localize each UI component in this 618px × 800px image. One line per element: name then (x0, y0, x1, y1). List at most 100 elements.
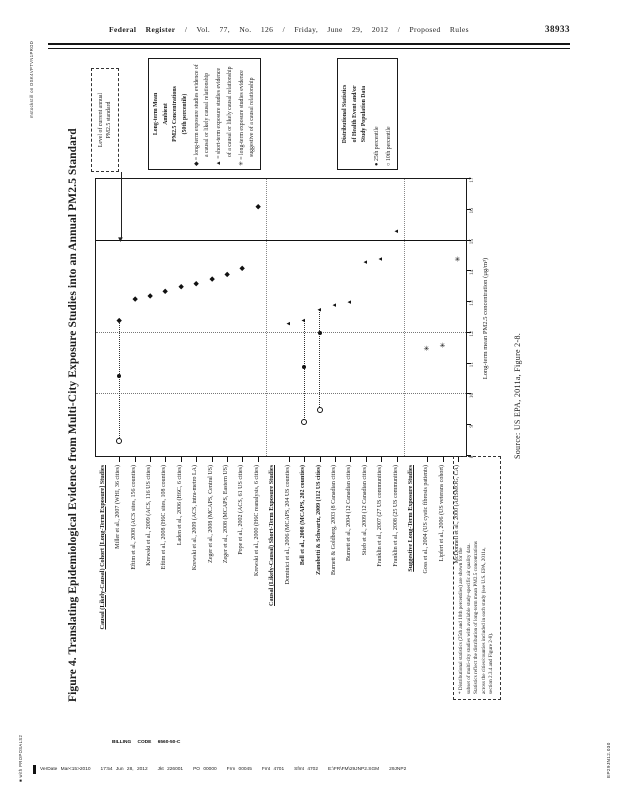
axis-tick-label: 16 (469, 208, 475, 214)
gridline (96, 393, 466, 395)
source-caption: Source: US EPA, 2011a, Figure 2-8. (513, 332, 522, 459)
margin-stamp-bottom: ■ with PROPOSALS2 (18, 734, 23, 782)
stats-legend-header: Distributional Statistics (342, 84, 348, 144)
mean-marker: ▲ (316, 306, 323, 313)
row-tick (350, 457, 352, 462)
study-labels: Causal (Likely-Causal) Cohort [Long-Term… (95, 465, 465, 712)
axis-tick-label: 17 (469, 177, 475, 183)
current-standard-arrow: ◀ (118, 172, 124, 242)
study-label: Lipfert et al., 2006 (US veterans cohort… (438, 465, 445, 562)
study-label: Eftim et al., 2008 (H6C sites, 108 count… (161, 465, 168, 570)
journal-name: Federal Register (109, 25, 176, 34)
mean-marker: ▲ (285, 320, 292, 327)
figure-4: Figure 4. Translating Epidemiological Ev… (55, 54, 560, 712)
row-tick (334, 457, 336, 462)
reference-line (96, 239, 466, 242)
symbol-legend-header: Ambient (162, 103, 169, 125)
symbol-legend-header: (50th percentile) (181, 93, 188, 135)
triangle-icon: ▲ (216, 160, 223, 166)
study-label: Burnett et al., 2004 (12 Canadian cities… (346, 465, 353, 561)
study-label: Stieb et al., 2009 (12 Canadian cities) (361, 465, 368, 556)
row-tick (365, 457, 367, 462)
mean-marker: ◆ (176, 284, 185, 290)
row-tick (396, 457, 398, 462)
group-separator (404, 179, 406, 456)
mean-marker: ◆ (192, 280, 201, 287)
legend-entry: ● 25th percentile (372, 62, 382, 166)
study-label: Franklin et al., 2008 (25 US communities… (392, 465, 399, 567)
legend-entry: ✳ = long-term exposure studies evidence … (237, 62, 257, 166)
mean-marker: ◆ (130, 296, 139, 302)
p25-dot (117, 373, 122, 378)
study-label: Bell et al., 2008 (MCAPS, 202 counties) (300, 465, 307, 566)
figure-title: Figure 4. Translating Epidemiological Ev… (67, 128, 79, 702)
note-line: * Distributional statistics (25th and 10… (458, 547, 464, 694)
axis-tick-label: 12 (469, 331, 475, 337)
whisker-line (118, 320, 120, 441)
mean-marker: ✳ (423, 345, 432, 352)
study-label: Zeger et al., 2008 (MCAPS, Eastern US) (223, 465, 230, 564)
whisker-line (319, 309, 321, 410)
study-label: Dominici et al., 2006 (MCAPS, 204 US cou… (284, 465, 291, 585)
note-line: section 2.3.4 and Figure 2-8). (488, 632, 495, 694)
mean-marker: ▲ (378, 256, 385, 263)
row-tick (427, 457, 429, 462)
legend-entry: ◆ = long-term exposure studies evidence … (192, 62, 212, 166)
mean-marker: ▲ (301, 317, 308, 324)
mean-marker: ◆ (145, 293, 154, 299)
symbol-legend-header: Long-term Mean (153, 92, 159, 136)
billing-code: BILLING CODE 6560-50-C (112, 740, 181, 745)
p25-dot (317, 330, 322, 335)
diamond-icon: ◆ (194, 161, 200, 166)
page-number: 38933 (545, 24, 570, 34)
study-label: Laden et al., 2006 (H6C, 6 cities) (176, 465, 183, 546)
p10-circle (301, 419, 308, 426)
axis-tick-label: 11 (469, 362, 475, 368)
study-label: Goss et al., 2004 (US cystic fibrosis pa… (423, 465, 430, 574)
filled-circle-icon: ● (373, 162, 380, 166)
row-tick (381, 457, 383, 462)
footer-bar (33, 765, 36, 774)
study-label: Franklin et al., 2007 (27 US communities… (377, 465, 384, 567)
header-rule (48, 43, 570, 49)
group-header-label: Suggestive Long-Term Exposure Studies (407, 465, 415, 572)
figure-notes: * Distributional statistics (25th and 10… (453, 456, 501, 700)
note-line: Statistics reflect the distribution of l… (473, 541, 480, 694)
current-standard-note-line1: Level of current annual (98, 92, 104, 148)
symbol-legend-header: PM2.5 Concentrations (172, 86, 178, 142)
axis-tick-label: 15 (469, 238, 475, 245)
graphic-tag: EP29JN12.030 (606, 742, 611, 778)
mean-marker: ✳ (454, 256, 463, 262)
study-label: Miller et al., 2007 (WHI, 36 cities) (115, 465, 122, 549)
study-label: Zeger et al., 2008 (MCAPS, Central US) (207, 465, 214, 563)
row-tick (319, 457, 321, 462)
legend-entry-text: 25th percentile (373, 126, 380, 162)
open-circle-icon: ○ (385, 162, 392, 166)
mean-marker: ▲ (347, 299, 354, 306)
arrowhead-icon: ◀ (118, 237, 124, 242)
row-tick (442, 457, 444, 462)
asterisk-icon: ✳ (238, 161, 245, 166)
stats-legend: Distributional Statistics of Health Even… (337, 58, 398, 170)
legend-entry: ▲ = short-term exposure studies evidence… (214, 62, 234, 166)
current-standard-note: Level of current annual PM2.5 standard (91, 68, 119, 172)
mean-marker: ▲ (393, 228, 400, 235)
mean-marker: ▲ (331, 302, 338, 309)
group-separator (265, 179, 267, 456)
mean-marker: ◆ (238, 265, 247, 271)
row-tick (304, 457, 306, 462)
gridline (96, 331, 466, 333)
row-tick (227, 457, 229, 462)
symbol-legend: Long-term Mean Ambient PM2.5 Concentrati… (148, 58, 262, 170)
axis-tick-label: 14 (469, 269, 475, 276)
row-tick (119, 457, 121, 462)
row-tick (242, 457, 244, 462)
row-tick (165, 457, 167, 462)
stats-legend-header: Study Population Data (361, 85, 367, 143)
header-meta: / Vol. 77, No. 126 / Friday, June 29, 20… (184, 25, 469, 34)
study-label: Krewski et al., 2000 (H6C reanalysis, 6 … (253, 465, 260, 576)
group-header-label: Causal (Likely-Causal) Cohort [Long-Term… (98, 465, 106, 630)
row-tick (149, 457, 151, 462)
row-tick (134, 457, 136, 462)
